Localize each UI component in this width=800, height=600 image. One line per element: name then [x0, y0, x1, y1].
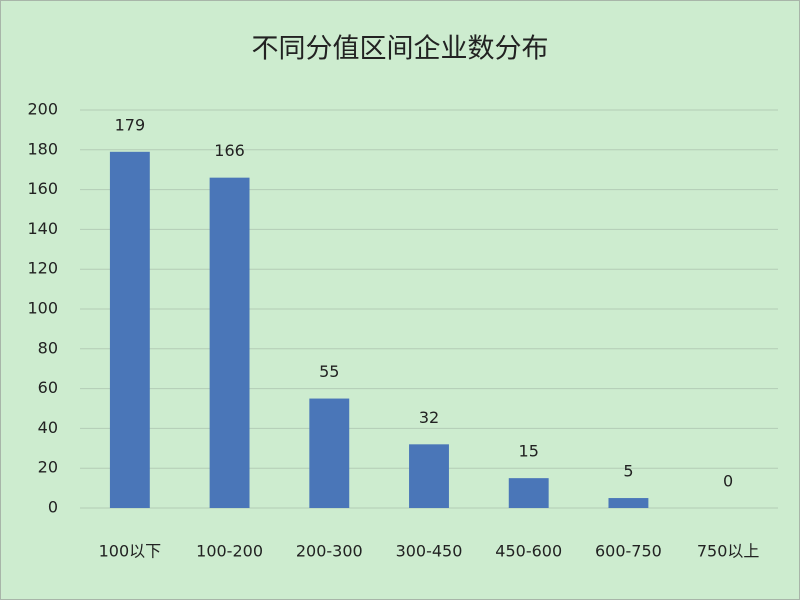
y-tick-label: 180: [27, 139, 58, 158]
data-label: 0: [723, 472, 733, 491]
x-tick-label: 200-300: [296, 542, 363, 561]
bar: [508, 478, 549, 508]
y-tick-label: 0: [48, 498, 58, 517]
x-tick-label: 100-200: [196, 542, 263, 561]
x-tick-label: 300-450: [396, 542, 463, 561]
data-label: 55: [319, 362, 339, 381]
y-tick-label: 80: [38, 338, 58, 357]
data-label: 15: [519, 442, 539, 461]
bar: [309, 398, 350, 508]
x-tick-label: 100以下: [99, 542, 162, 561]
data-label: 5: [623, 462, 633, 481]
x-tick-label: 600-750: [595, 542, 662, 561]
bar: [409, 444, 449, 508]
chart-title: 不同分值区间企业数分布: [252, 34, 549, 65]
y-tick-label: 100: [27, 299, 58, 318]
y-tick-label: 60: [38, 378, 58, 397]
bar: [608, 498, 649, 508]
y-tick-label: 140: [27, 219, 58, 238]
x-tick-label: 450-600: [495, 542, 562, 561]
data-label: 166: [214, 141, 245, 160]
y-tick-label: 200: [27, 100, 58, 119]
y-tick-label: 20: [38, 458, 58, 477]
bar: [109, 151, 150, 509]
y-tick-label: 160: [27, 179, 58, 198]
x-tick-label: 750以上: [697, 542, 760, 561]
data-label: 32: [419, 408, 439, 427]
data-label: 179: [115, 115, 146, 134]
bar: [209, 177, 250, 508]
y-tick-label: 120: [27, 259, 58, 278]
y-tick-label: 40: [38, 418, 58, 437]
